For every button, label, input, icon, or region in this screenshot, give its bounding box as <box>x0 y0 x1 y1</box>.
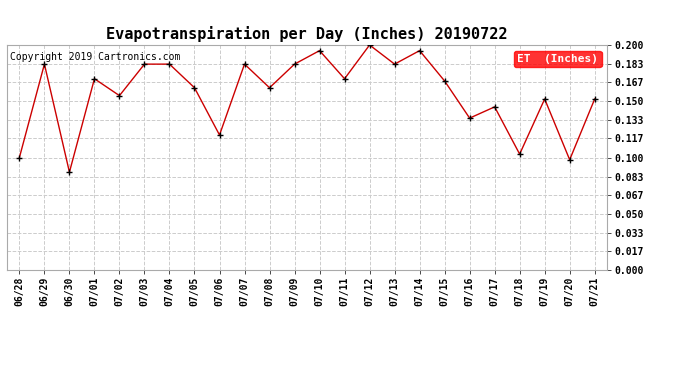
Text: Copyright 2019 Cartronics.com: Copyright 2019 Cartronics.com <box>10 52 180 62</box>
Legend: ET  (Inches): ET (Inches) <box>514 51 602 67</box>
Title: Evapotranspiration per Day (Inches) 20190722: Evapotranspiration per Day (Inches) 2019… <box>106 27 508 42</box>
